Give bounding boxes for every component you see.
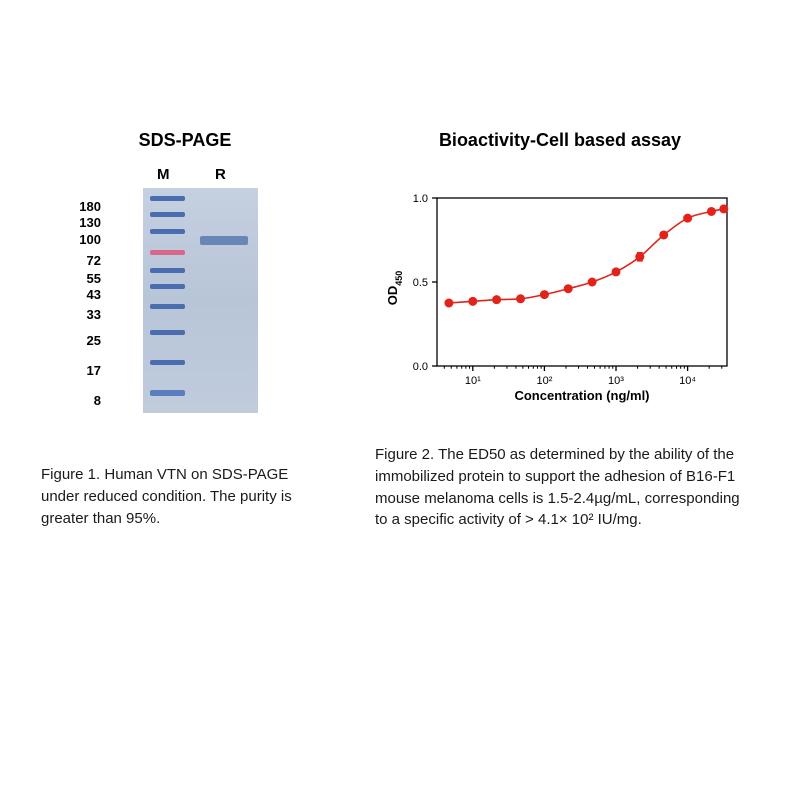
mw-label: 72: [71, 254, 101, 267]
mw-label: 180: [71, 200, 101, 213]
ladder-band: [150, 330, 185, 335]
svg-text:10²: 10²: [536, 375, 552, 387]
mw-label: 100: [71, 233, 101, 246]
ladder-band: [150, 196, 185, 201]
svg-text:10³: 10³: [608, 375, 624, 387]
svg-text:0.5: 0.5: [413, 277, 428, 289]
lane-m-label: M: [157, 166, 170, 183]
sds-page-title: SDS-PAGE: [139, 130, 232, 151]
ladder-band: [150, 304, 185, 309]
svg-text:10⁴: 10⁴: [679, 375, 696, 387]
mw-label: 8: [71, 394, 101, 407]
ladder-band: [150, 390, 185, 396]
ladder-band: [150, 212, 185, 217]
mw-label: 130: [71, 216, 101, 229]
sample-band: [200, 236, 248, 245]
mw-label: 17: [71, 364, 101, 377]
svg-text:OD450: OD450: [385, 271, 404, 306]
ladder-band: [150, 360, 185, 365]
svg-text:Concentration (ng/ml): Concentration (ng/ml): [514, 388, 649, 403]
mw-label: 33: [71, 308, 101, 321]
bioactivity-chart: 0.0 0.5 1.0 10¹ 10² 10³ 10⁴ Concentration (ng/m…: [375, 186, 745, 416]
gel-image: M R 180 130 100 72 55 43 33 25 17 8: [65, 166, 305, 426]
figure2-caption: Figure 2. The ED50 as determined by the …: [375, 444, 745, 531]
sds-page-panel: SDS-PAGE M R 180 130 100 72 55 43 33 25 17 8 Figu…: [40, 130, 330, 531]
figure1-caption: Figure 1. Human VTN on SDS-PAGE under re…: [41, 464, 321, 529]
ladder-lane: [150, 188, 185, 413]
svg-text:0.0: 0.0: [413, 361, 428, 373]
bioactivity-panel: Bioactivity-Cell based assay 0.0 0.5 1.0 10…: [360, 130, 760, 531]
mw-label: 55: [71, 272, 101, 285]
ladder-band: [150, 229, 185, 234]
ladder-band: [150, 250, 185, 255]
svg-text:10¹: 10¹: [465, 375, 481, 387]
mw-label: 25: [71, 334, 101, 347]
ladder-band: [150, 268, 185, 273]
ladder-band: [150, 284, 185, 289]
sample-lane: [200, 188, 248, 413]
bioactivity-title: Bioactivity-Cell based assay: [439, 130, 681, 151]
mw-label: 43: [71, 288, 101, 301]
lane-r-label: R: [215, 166, 226, 183]
svg-text:1.0: 1.0: [413, 193, 428, 205]
